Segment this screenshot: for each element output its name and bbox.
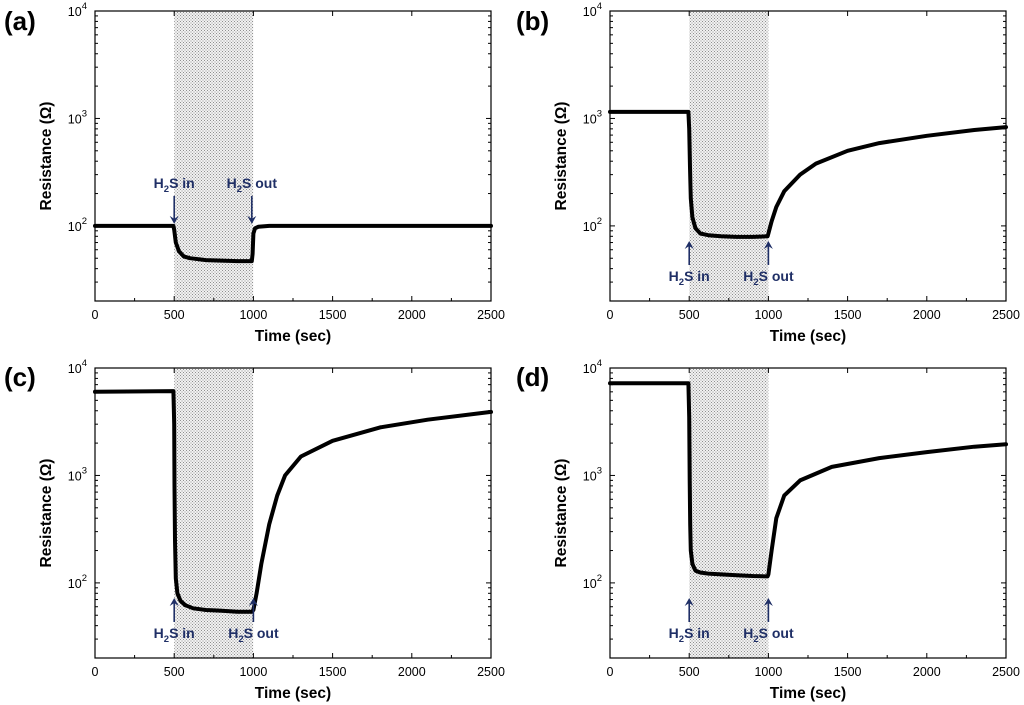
y-tick-label: 104	[68, 1, 87, 19]
y-tick-label: 102	[68, 216, 87, 234]
x-tick-label: 1500	[834, 308, 862, 322]
exposure-shading	[174, 11, 254, 301]
x-tick-label: 0	[607, 308, 614, 322]
chart-panel: 0 500 1000 1500 2000 2500 102 103 104 Time (sec) R…	[516, 358, 1020, 702]
x-tick-label: 0	[607, 665, 614, 679]
y-tick-label: 104	[583, 358, 602, 376]
annotation-arrowhead	[763, 241, 773, 249]
resistance-series-line	[608, 109, 1008, 239]
resistance-series-line	[608, 381, 1008, 579]
annotation-arrowhead	[169, 598, 179, 606]
x-tick-label: 1500	[319, 308, 347, 322]
y-axis-title: Resistance (Ω)	[38, 102, 55, 211]
annotation-label: H2S out	[743, 625, 794, 645]
annotation-label: H2S in	[154, 175, 195, 195]
x-tick-label: 1500	[319, 665, 347, 679]
y-axis-title: Resistance (Ω)	[38, 459, 55, 568]
panel-label: (b)	[516, 6, 549, 36]
x-tick-label: 2500	[992, 308, 1020, 322]
x-axis-title: Time (sec)	[770, 328, 846, 345]
annotation-arrowhead	[684, 598, 694, 606]
x-tick-label: 2000	[913, 665, 941, 679]
chart-panel: 0 500 1000 1500 2000 2500 102 103 104 Time (sec) R…	[4, 358, 505, 702]
y-tick-label: 103	[583, 108, 602, 126]
x-tick-label: 2500	[477, 308, 505, 322]
x-tick-label: 1000	[239, 665, 267, 679]
exposure-shading	[689, 368, 769, 658]
annotation-label: H2S in	[669, 625, 710, 645]
annotation-label: H2S out	[228, 625, 279, 645]
x-tick-label: 2000	[913, 308, 941, 322]
annotation-label: H2S in	[669, 268, 710, 288]
annotation-arrowhead	[763, 598, 773, 606]
exposure-shading	[689, 11, 769, 301]
x-tick-label: 500	[164, 665, 185, 679]
y-tick-label: 102	[583, 216, 602, 234]
x-tick-label: 0	[92, 665, 99, 679]
exposure-shading	[174, 368, 254, 658]
x-tick-label: 1000	[239, 308, 267, 322]
x-tick-label: 1000	[754, 665, 782, 679]
y-tick-label: 103	[583, 465, 602, 483]
x-tick-label: 0	[92, 308, 99, 322]
x-tick-label: 500	[679, 308, 700, 322]
annotation-label: H2S out	[227, 175, 278, 195]
x-tick-label: 500	[164, 308, 185, 322]
x-axis-title: Time (sec)	[255, 685, 331, 702]
y-tick-label: 103	[68, 465, 87, 483]
x-tick-label: 2000	[398, 308, 426, 322]
x-axis-title: Time (sec)	[770, 685, 846, 702]
plot-frame	[609, 367, 1007, 659]
panel-label: (d)	[516, 362, 549, 392]
annotation-label: H2S in	[154, 625, 195, 645]
annotation-label: H2S out	[743, 268, 794, 288]
x-tick-label: 2500	[477, 665, 505, 679]
x-tick-label: 1500	[834, 665, 862, 679]
x-tick-label: 2500	[992, 665, 1020, 679]
x-tick-label: 500	[679, 665, 700, 679]
panel-label: (c)	[4, 362, 36, 392]
annotation-arrowhead	[684, 241, 694, 249]
annotation-arrowhead	[248, 598, 258, 606]
x-tick-label: 1000	[754, 308, 782, 322]
plot-frame	[94, 367, 492, 659]
y-tick-label: 102	[68, 573, 87, 591]
y-axis-title: Resistance (Ω)	[553, 459, 570, 568]
annotation-arrowhead	[169, 215, 179, 224]
x-axis-title: Time (sec)	[255, 328, 331, 345]
y-tick-label: 104	[583, 1, 602, 19]
y-tick-label: 103	[68, 108, 87, 126]
chart-panel: 0 500 1000 1500 2000 2500 102 103 104 Time (sec) R…	[4, 1, 505, 345]
y-tick-label: 104	[68, 358, 87, 376]
resistance-series-line	[93, 223, 493, 264]
annotation-arrowhead	[247, 215, 257, 224]
resistance-series-line	[93, 389, 493, 614]
x-tick-label: 2000	[398, 665, 426, 679]
y-axis-title: Resistance (Ω)	[553, 102, 570, 211]
plot-frame	[609, 10, 1007, 302]
y-tick-label: 102	[583, 573, 602, 591]
plot-frame	[94, 10, 492, 302]
chart-panel: 0 500 1000 1500 2000 2500 102 103 104 Time (sec) R…	[516, 1, 1020, 345]
panel-label: (a)	[4, 6, 36, 36]
